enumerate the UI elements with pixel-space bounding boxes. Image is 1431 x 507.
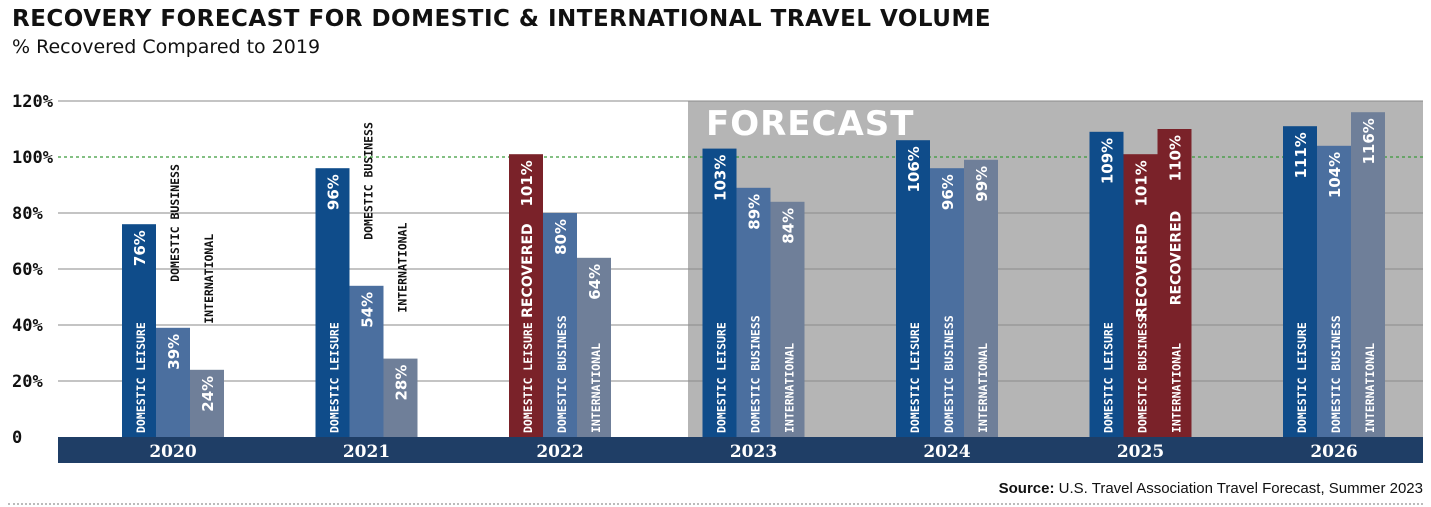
bar: [1317, 145, 1351, 438]
data-label: 103%: [712, 155, 730, 201]
y-tick-label: 60%: [12, 260, 43, 280]
bar: [122, 224, 156, 437]
bar: [896, 140, 930, 437]
bar-category-label: DOMESTIC LEISURE: [134, 322, 148, 433]
y-tick-label: 40%: [12, 316, 43, 336]
x-tick-label: 2026: [1310, 442, 1357, 462]
bar-category-label: DOMESTIC BUSINESS: [362, 122, 376, 240]
bar: [702, 148, 737, 437]
source-note: Source: U.S. Travel Association Travel F…: [999, 480, 1423, 497]
bar: [509, 154, 543, 437]
data-label: 39%: [165, 334, 183, 370]
data-label: 99%: [973, 166, 991, 202]
bar: [1157, 129, 1192, 437]
chart-subtitle: % Recovered Compared to 2019: [12, 36, 321, 58]
bar: [1283, 126, 1317, 437]
data-label: 28%: [393, 365, 411, 401]
x-tick-label: 2023: [730, 442, 777, 462]
data-label: 96%: [325, 174, 343, 210]
data-label: 84%: [780, 208, 798, 244]
bar-category-label: INTERNATIONAL: [202, 234, 216, 324]
bar-category-label: DOMESTIC BUSINESS: [1329, 315, 1343, 433]
data-label: 24%: [199, 376, 217, 412]
bar-category-label: DOMESTIC BUSINESS: [942, 315, 956, 433]
recovered-label: RECOVERED: [520, 223, 536, 318]
bar: [930, 168, 964, 437]
data-label: 104%: [1326, 152, 1344, 198]
bar-category-label: DOMESTIC BUSINESS: [168, 164, 182, 282]
bottom-divider: [8, 503, 1423, 505]
bar-category-label: DOMESTIC LEISURE: [1295, 322, 1309, 433]
bar-category-label: INTERNATIONAL: [783, 343, 797, 433]
data-label: 89%: [746, 194, 764, 230]
x-tick-label: 2022: [536, 442, 583, 462]
bar-category-label: DOMESTIC LEISURE: [1102, 322, 1116, 433]
bar-category-label: DOMESTIC BUSINESS: [749, 315, 763, 433]
bar: [315, 168, 350, 437]
y-tick-label: 0: [12, 428, 22, 448]
bar-category-label: INTERNATIONAL: [396, 223, 410, 313]
y-tick-label: 20%: [12, 372, 43, 392]
recovered-label: RECOVERED: [1169, 211, 1185, 306]
bar-category-label: DOMESTIC BUSINESS: [1136, 315, 1150, 433]
bar-category-label: DOMESTIC BUSINESS: [555, 315, 569, 433]
source-label: Source:: [998, 480, 1055, 497]
data-label: 111%: [1292, 132, 1310, 178]
data-label: 106%: [905, 146, 923, 192]
data-label: 80%: [552, 219, 570, 255]
x-axis-band: [58, 437, 1423, 463]
bar: [577, 257, 611, 437]
bar-category-label: INTERNATIONAL: [1170, 343, 1184, 433]
data-label: 101%: [518, 160, 536, 206]
x-tick-label: 2025: [1117, 442, 1164, 462]
bar-category-label: INTERNATIONAL: [589, 343, 603, 433]
bar: [770, 201, 805, 437]
chart-title: RECOVERY FORECAST FOR DOMESTIC & INTERNA…: [12, 6, 992, 32]
data-label: 76%: [131, 230, 149, 266]
y-tick-label: 120%: [12, 92, 54, 112]
data-label: 109%: [1099, 138, 1117, 184]
bar: [543, 213, 577, 437]
data-label: 116%: [1360, 118, 1378, 164]
forecast-label: FORECAST: [706, 104, 914, 144]
recovered-label: RECOVERED: [1135, 223, 1151, 318]
bar-category-label: INTERNATIONAL: [976, 343, 990, 433]
source-text: U.S. Travel Association Travel Forecast,…: [1058, 480, 1423, 497]
data-label: 96%: [939, 174, 957, 210]
bar: [349, 285, 384, 437]
data-label: 110%: [1167, 135, 1185, 181]
bar: [383, 358, 418, 437]
bar-category-label: INTERNATIONAL: [1363, 343, 1377, 433]
bar: [1089, 131, 1124, 438]
bar: [1123, 154, 1158, 437]
bar-category-label: DOMESTIC LEISURE: [328, 322, 342, 433]
x-tick-label: 2021: [343, 442, 390, 462]
bar: [736, 187, 771, 437]
data-label: 54%: [359, 292, 377, 328]
y-tick-label: 100%: [12, 148, 54, 168]
data-label: 101%: [1133, 160, 1151, 206]
bar: [964, 159, 998, 438]
x-tick-label: 2020: [149, 442, 196, 462]
bar-category-label: DOMESTIC LEISURE: [908, 322, 922, 433]
bar-category-label: DOMESTIC LEISURE: [715, 322, 729, 433]
bar: [1351, 112, 1385, 437]
data-label: 64%: [586, 264, 604, 300]
bar-category-label: DOMESTIC LEISURE: [521, 322, 535, 433]
bar: [156, 327, 190, 437]
x-tick-label: 2024: [923, 442, 970, 462]
bar: [190, 369, 224, 437]
y-tick-label: 80%: [12, 204, 43, 224]
